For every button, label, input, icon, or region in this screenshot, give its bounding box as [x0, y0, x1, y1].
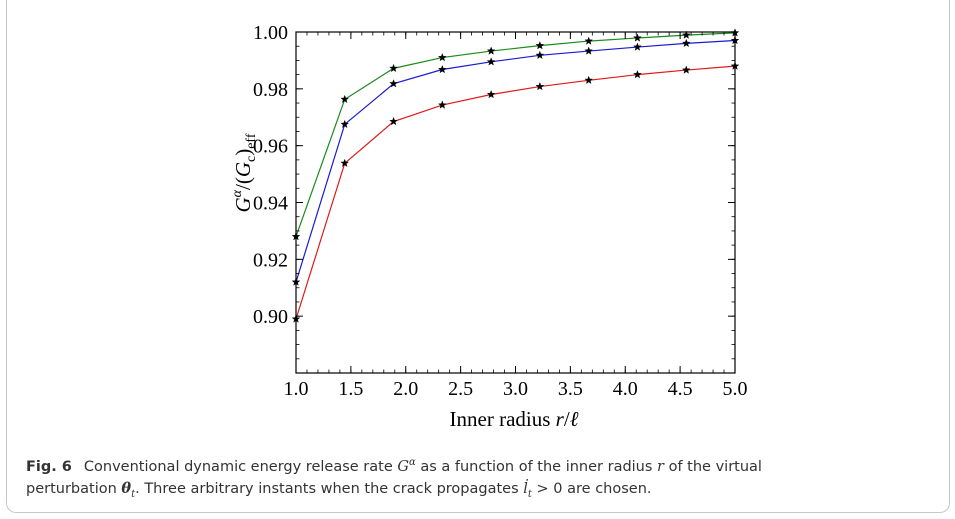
x-tick-label: 4.0: [613, 378, 638, 400]
caption-text-6: > 0 are chosen.: [532, 481, 652, 497]
series-line: [296, 66, 735, 319]
x-tick-label: 4.5: [668, 378, 693, 400]
series-1: [292, 37, 739, 286]
data-point: [438, 101, 446, 108]
data-point: [536, 83, 544, 90]
figure-label: Fig. 6: [26, 459, 72, 475]
caption-text-2: as a function of the inner radius: [416, 459, 657, 475]
x-tick-label: 1.5: [338, 378, 363, 400]
caption-text-3: of the virtual: [664, 459, 762, 475]
tick-layer: 1.0 1.5 2.0 2.5 3.0 3.5 4.0 4.5 5.0 0.90 0.92 0.94 0…: [253, 22, 748, 400]
caption-symbol-r: r: [657, 459, 664, 475]
data-point: [487, 47, 495, 54]
data-point: [634, 71, 642, 78]
caption-symbol-alpha: α: [409, 457, 416, 468]
data-point: [682, 39, 690, 46]
x-tick-label: 1.0: [284, 378, 309, 400]
x-tick-label: 5.0: [723, 378, 748, 400]
y-tick-label: 0.90: [253, 306, 288, 328]
data-point: [585, 76, 593, 83]
caption-text-4: perturbation: [26, 481, 121, 497]
caption-text-5: . Three arbitrary instants when the crac…: [135, 481, 523, 497]
caption-symbol-g: G: [397, 459, 409, 475]
y-tick-label: 1.00: [253, 22, 288, 44]
data-point: [438, 66, 446, 73]
data-point: [536, 42, 544, 49]
data-point: [341, 95, 349, 102]
series-line: [296, 41, 735, 283]
x-tick-label: 3.0: [503, 378, 528, 400]
y-tick-label: 0.92: [253, 249, 288, 271]
series-layer: [292, 29, 739, 322]
data-point: [487, 91, 495, 98]
series-0: [292, 29, 739, 240]
data-point: [487, 58, 495, 65]
figure-caption: Fig. 6 Conventional dynamic energy releas…: [26, 452, 926, 506]
series-line: [296, 33, 735, 237]
x-tick-label: 2.0: [393, 378, 418, 400]
x-tick-label: 3.5: [558, 378, 583, 400]
data-point: [585, 37, 593, 44]
caption-symbol-theta: θ: [121, 480, 131, 497]
data-point: [682, 66, 690, 73]
svg-text:Gα/(Gc)eff: Gα/(Gc)eff: [230, 133, 259, 212]
y-tick-label: 0.94: [253, 193, 288, 215]
data-point: [634, 34, 642, 41]
chart: 1.0 1.5 2.0 2.5 3.0 3.5 4.0 4.5 5.0 0.90 0.92 0.94 0…: [0, 0, 955, 450]
plot-area: [296, 32, 735, 373]
data-point: [634, 43, 642, 50]
plot-frame: [296, 32, 735, 373]
caption-text-1: Conventional dynamic energy release rate: [84, 459, 397, 475]
data-point: [585, 47, 593, 54]
data-point: [438, 54, 446, 61]
data-point: [536, 51, 544, 58]
y-axis-label: Gα/(Gc)eff: [230, 133, 259, 212]
series-2: [292, 62, 739, 322]
y-tick-label: 0.98: [253, 79, 288, 101]
x-axis-label: Inner radius r/ℓ: [450, 407, 579, 431]
x-tick-label: 2.5: [448, 378, 473, 400]
